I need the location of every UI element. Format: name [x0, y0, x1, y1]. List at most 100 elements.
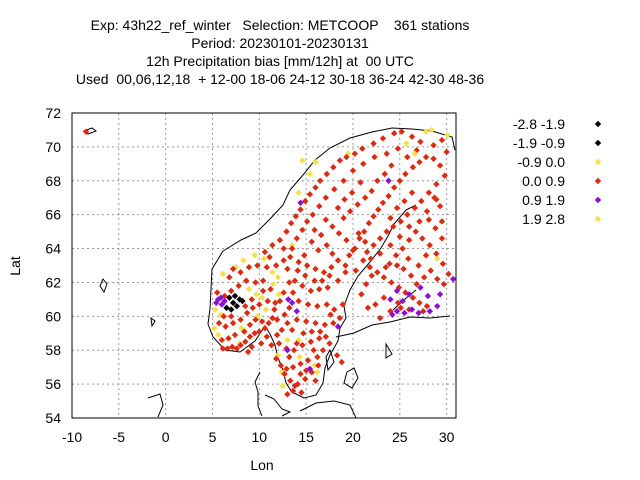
- data-points: [82, 126, 457, 398]
- station-point: [263, 333, 271, 340]
- station-point: [233, 345, 241, 352]
- station-point: [245, 286, 253, 293]
- legend: -2.8 -1.9 -1.9 -0.9 -0.9 0.0 0.0 0.9 0.9 1.9…: [513, 116, 602, 227]
- station-point: [286, 304, 293, 312]
- station-point: [433, 180, 440, 188]
- header-line-experiment: Exp: 43h22_ref_winter Selection: METCOOP…: [90, 17, 470, 33]
- station-point: [405, 291, 413, 298]
- station-point: [376, 250, 384, 257]
- station-point: [259, 287, 267, 295]
- station-point: [213, 289, 221, 296]
- station-point: [249, 304, 256, 312]
- station-point: [334, 257, 342, 264]
- station-point: [323, 301, 330, 308]
- station-point: [217, 294, 225, 301]
- station-point: [348, 189, 356, 196]
- station-point: [433, 250, 440, 257]
- station-point: [213, 299, 220, 306]
- station-point: [426, 241, 433, 249]
- station-point: [425, 189, 433, 196]
- station-point: [438, 235, 446, 242]
- station-point: [397, 304, 404, 312]
- station-point: [273, 316, 281, 323]
- station-point: [259, 277, 267, 284]
- station-point: [231, 292, 239, 300]
- station-point: [311, 362, 318, 369]
- station-point: [401, 197, 408, 205]
- station-point: [438, 136, 446, 144]
- x-tick-label: 0: [162, 429, 170, 445]
- station-point: [229, 265, 237, 273]
- station-point: [408, 189, 416, 196]
- station-point: [266, 253, 273, 261]
- station-point: [436, 291, 444, 298]
- y-tick-label: 56: [45, 376, 61, 392]
- legend-label: -0.9 0.0: [518, 154, 566, 170]
- station-point: [340, 214, 347, 222]
- station-point: [366, 263, 374, 271]
- station-point: [397, 218, 404, 225]
- station-point: [279, 382, 286, 390]
- station-point: [256, 328, 263, 335]
- station-point: [405, 236, 413, 244]
- station-point: [269, 269, 276, 276]
- station-point: [316, 202, 323, 210]
- station-point: [351, 150, 359, 157]
- station-point: [417, 138, 424, 146]
- station-point: [270, 280, 277, 288]
- y-tick-label: 64: [45, 241, 61, 257]
- station-point: [284, 319, 291, 327]
- station-point: [261, 248, 269, 256]
- station-point: [434, 302, 441, 310]
- station-point: [228, 287, 235, 295]
- station-point: [330, 164, 337, 171]
- station-point: [434, 255, 441, 262]
- y-tick-label: 72: [45, 105, 61, 121]
- station-point: [358, 291, 365, 298]
- station-point: [315, 247, 322, 254]
- station-point: [229, 319, 237, 327]
- station-point: [399, 297, 406, 305]
- station-point: [441, 172, 448, 179]
- station-point: [355, 230, 362, 237]
- station-point: [251, 252, 258, 259]
- station-point: [237, 316, 244, 323]
- station-point: [439, 260, 447, 268]
- station-point: [370, 241, 377, 249]
- station-point: [386, 260, 393, 268]
- station-point: [426, 308, 433, 315]
- station-point: [283, 228, 290, 235]
- station-point: [371, 153, 378, 161]
- station-point: [229, 299, 237, 306]
- station-point: [242, 338, 249, 345]
- station-point: [294, 267, 301, 274]
- station-point: [349, 247, 357, 254]
- station-point: [361, 194, 369, 201]
- station-point: [372, 301, 379, 308]
- station-point: [307, 287, 315, 295]
- station-point: [411, 150, 418, 157]
- station-point: [304, 301, 312, 308]
- station-point: [219, 270, 226, 278]
- station-point: [223, 304, 230, 312]
- station-point: [287, 377, 294, 384]
- station-point: [387, 296, 394, 303]
- station-point: [235, 282, 242, 290]
- legend-marker: [594, 196, 602, 204]
- x-tick-label: -10: [62, 429, 82, 445]
- station-point: [316, 177, 324, 184]
- station-point: [360, 257, 367, 264]
- station-point: [405, 223, 413, 230]
- station-point: [312, 319, 319, 327]
- station-point: [416, 299, 423, 306]
- x-tick-label: 10: [252, 429, 268, 445]
- legend-label: 0.9 1.9: [522, 192, 565, 208]
- station-point: [334, 323, 342, 330]
- station-point: [422, 252, 430, 259]
- station-point: [262, 306, 270, 313]
- station-point: [299, 282, 306, 290]
- station-point: [393, 287, 401, 295]
- station-point: [252, 279, 259, 286]
- station-point: [314, 353, 321, 361]
- station-point: [356, 235, 363, 242]
